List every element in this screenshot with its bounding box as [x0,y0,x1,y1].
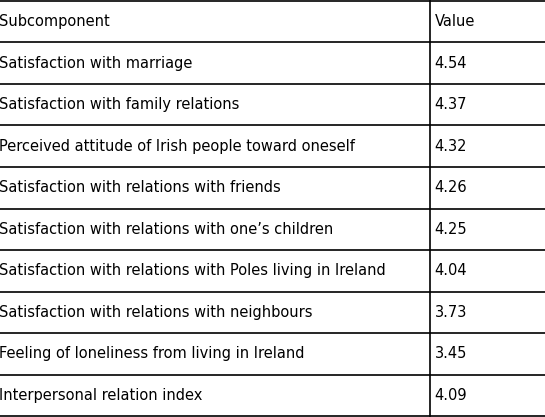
Text: 4.26: 4.26 [435,180,468,195]
Text: 4.09: 4.09 [435,388,468,403]
Text: 4.04: 4.04 [435,263,468,278]
Text: Satisfaction with family relations: Satisfaction with family relations [0,97,239,112]
Text: Satisfaction with marriage: Satisfaction with marriage [0,55,192,70]
Text: 4.37: 4.37 [435,97,467,112]
Text: Interpersonal relation index: Interpersonal relation index [0,388,202,403]
Text: 4.32: 4.32 [435,139,467,154]
Text: Satisfaction with relations with neighbours: Satisfaction with relations with neighbo… [0,305,312,320]
Text: Satisfaction with relations with friends: Satisfaction with relations with friends [0,180,281,195]
Text: 4.25: 4.25 [435,222,468,237]
Text: Value: Value [435,14,475,29]
Text: Satisfaction with relations with Poles living in Ireland: Satisfaction with relations with Poles l… [0,263,386,278]
Text: 4.54: 4.54 [435,55,467,70]
Text: Subcomponent: Subcomponent [0,14,110,29]
Text: Satisfaction with relations with one’s children: Satisfaction with relations with one’s c… [0,222,333,237]
Text: Feeling of loneliness from living in Ireland: Feeling of loneliness from living in Ire… [0,347,305,362]
Text: 3.45: 3.45 [435,347,467,362]
Text: Perceived attitude of Irish people toward oneself: Perceived attitude of Irish people towar… [0,139,355,154]
Text: 3.73: 3.73 [435,305,467,320]
